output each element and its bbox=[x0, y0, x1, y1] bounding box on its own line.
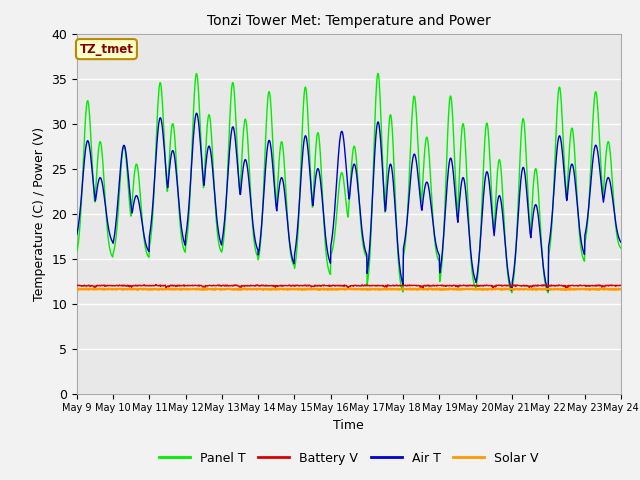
Solar V bbox=[237, 287, 244, 293]
Battery V bbox=[255, 283, 263, 289]
Title: Tonzi Tower Met: Temperature and Power: Tonzi Tower Met: Temperature and Power bbox=[207, 14, 491, 28]
Solar V bbox=[566, 285, 574, 291]
Battery V bbox=[505, 283, 513, 288]
Text: TZ_tmet: TZ_tmet bbox=[79, 43, 133, 56]
X-axis label: Time: Time bbox=[333, 419, 364, 432]
Battery V bbox=[181, 283, 189, 288]
Battery V bbox=[489, 285, 497, 290]
Panel T bbox=[194, 78, 202, 84]
Panel T bbox=[553, 111, 561, 117]
Line: Battery V: Battery V bbox=[77, 285, 621, 288]
Battery V bbox=[553, 282, 561, 288]
Battery V bbox=[195, 283, 202, 288]
Panel T bbox=[545, 290, 552, 296]
Solar V bbox=[553, 286, 561, 292]
Y-axis label: Temperature (C) / Power (V): Temperature (C) / Power (V) bbox=[33, 127, 45, 300]
Air T bbox=[617, 239, 625, 245]
Solar V bbox=[617, 286, 625, 292]
Panel T bbox=[505, 277, 513, 283]
Battery V bbox=[73, 283, 81, 288]
Line: Solar V: Solar V bbox=[77, 288, 621, 290]
Line: Air T: Air T bbox=[77, 113, 621, 291]
Battery V bbox=[152, 282, 159, 288]
Air T bbox=[255, 247, 263, 253]
Air T bbox=[545, 288, 552, 294]
Panel T bbox=[374, 71, 382, 76]
Battery V bbox=[617, 283, 625, 288]
Solar V bbox=[434, 286, 442, 291]
Air T bbox=[180, 240, 188, 246]
Panel T bbox=[73, 249, 81, 254]
Line: Panel T: Panel T bbox=[77, 73, 621, 293]
Air T bbox=[434, 248, 442, 253]
Panel T bbox=[255, 255, 262, 261]
Air T bbox=[505, 273, 513, 279]
Air T bbox=[195, 116, 202, 122]
Panel T bbox=[434, 254, 442, 260]
Battery V bbox=[434, 283, 442, 288]
Panel T bbox=[180, 248, 188, 254]
Solar V bbox=[194, 286, 202, 292]
Solar V bbox=[255, 286, 263, 292]
Legend: Panel T, Battery V, Air T, Solar V: Panel T, Battery V, Air T, Solar V bbox=[154, 447, 544, 469]
Air T bbox=[553, 147, 561, 153]
Air T bbox=[73, 232, 81, 238]
Solar V bbox=[505, 286, 513, 292]
Solar V bbox=[73, 287, 81, 292]
Air T bbox=[193, 110, 200, 116]
Solar V bbox=[180, 286, 188, 292]
Panel T bbox=[617, 245, 625, 251]
